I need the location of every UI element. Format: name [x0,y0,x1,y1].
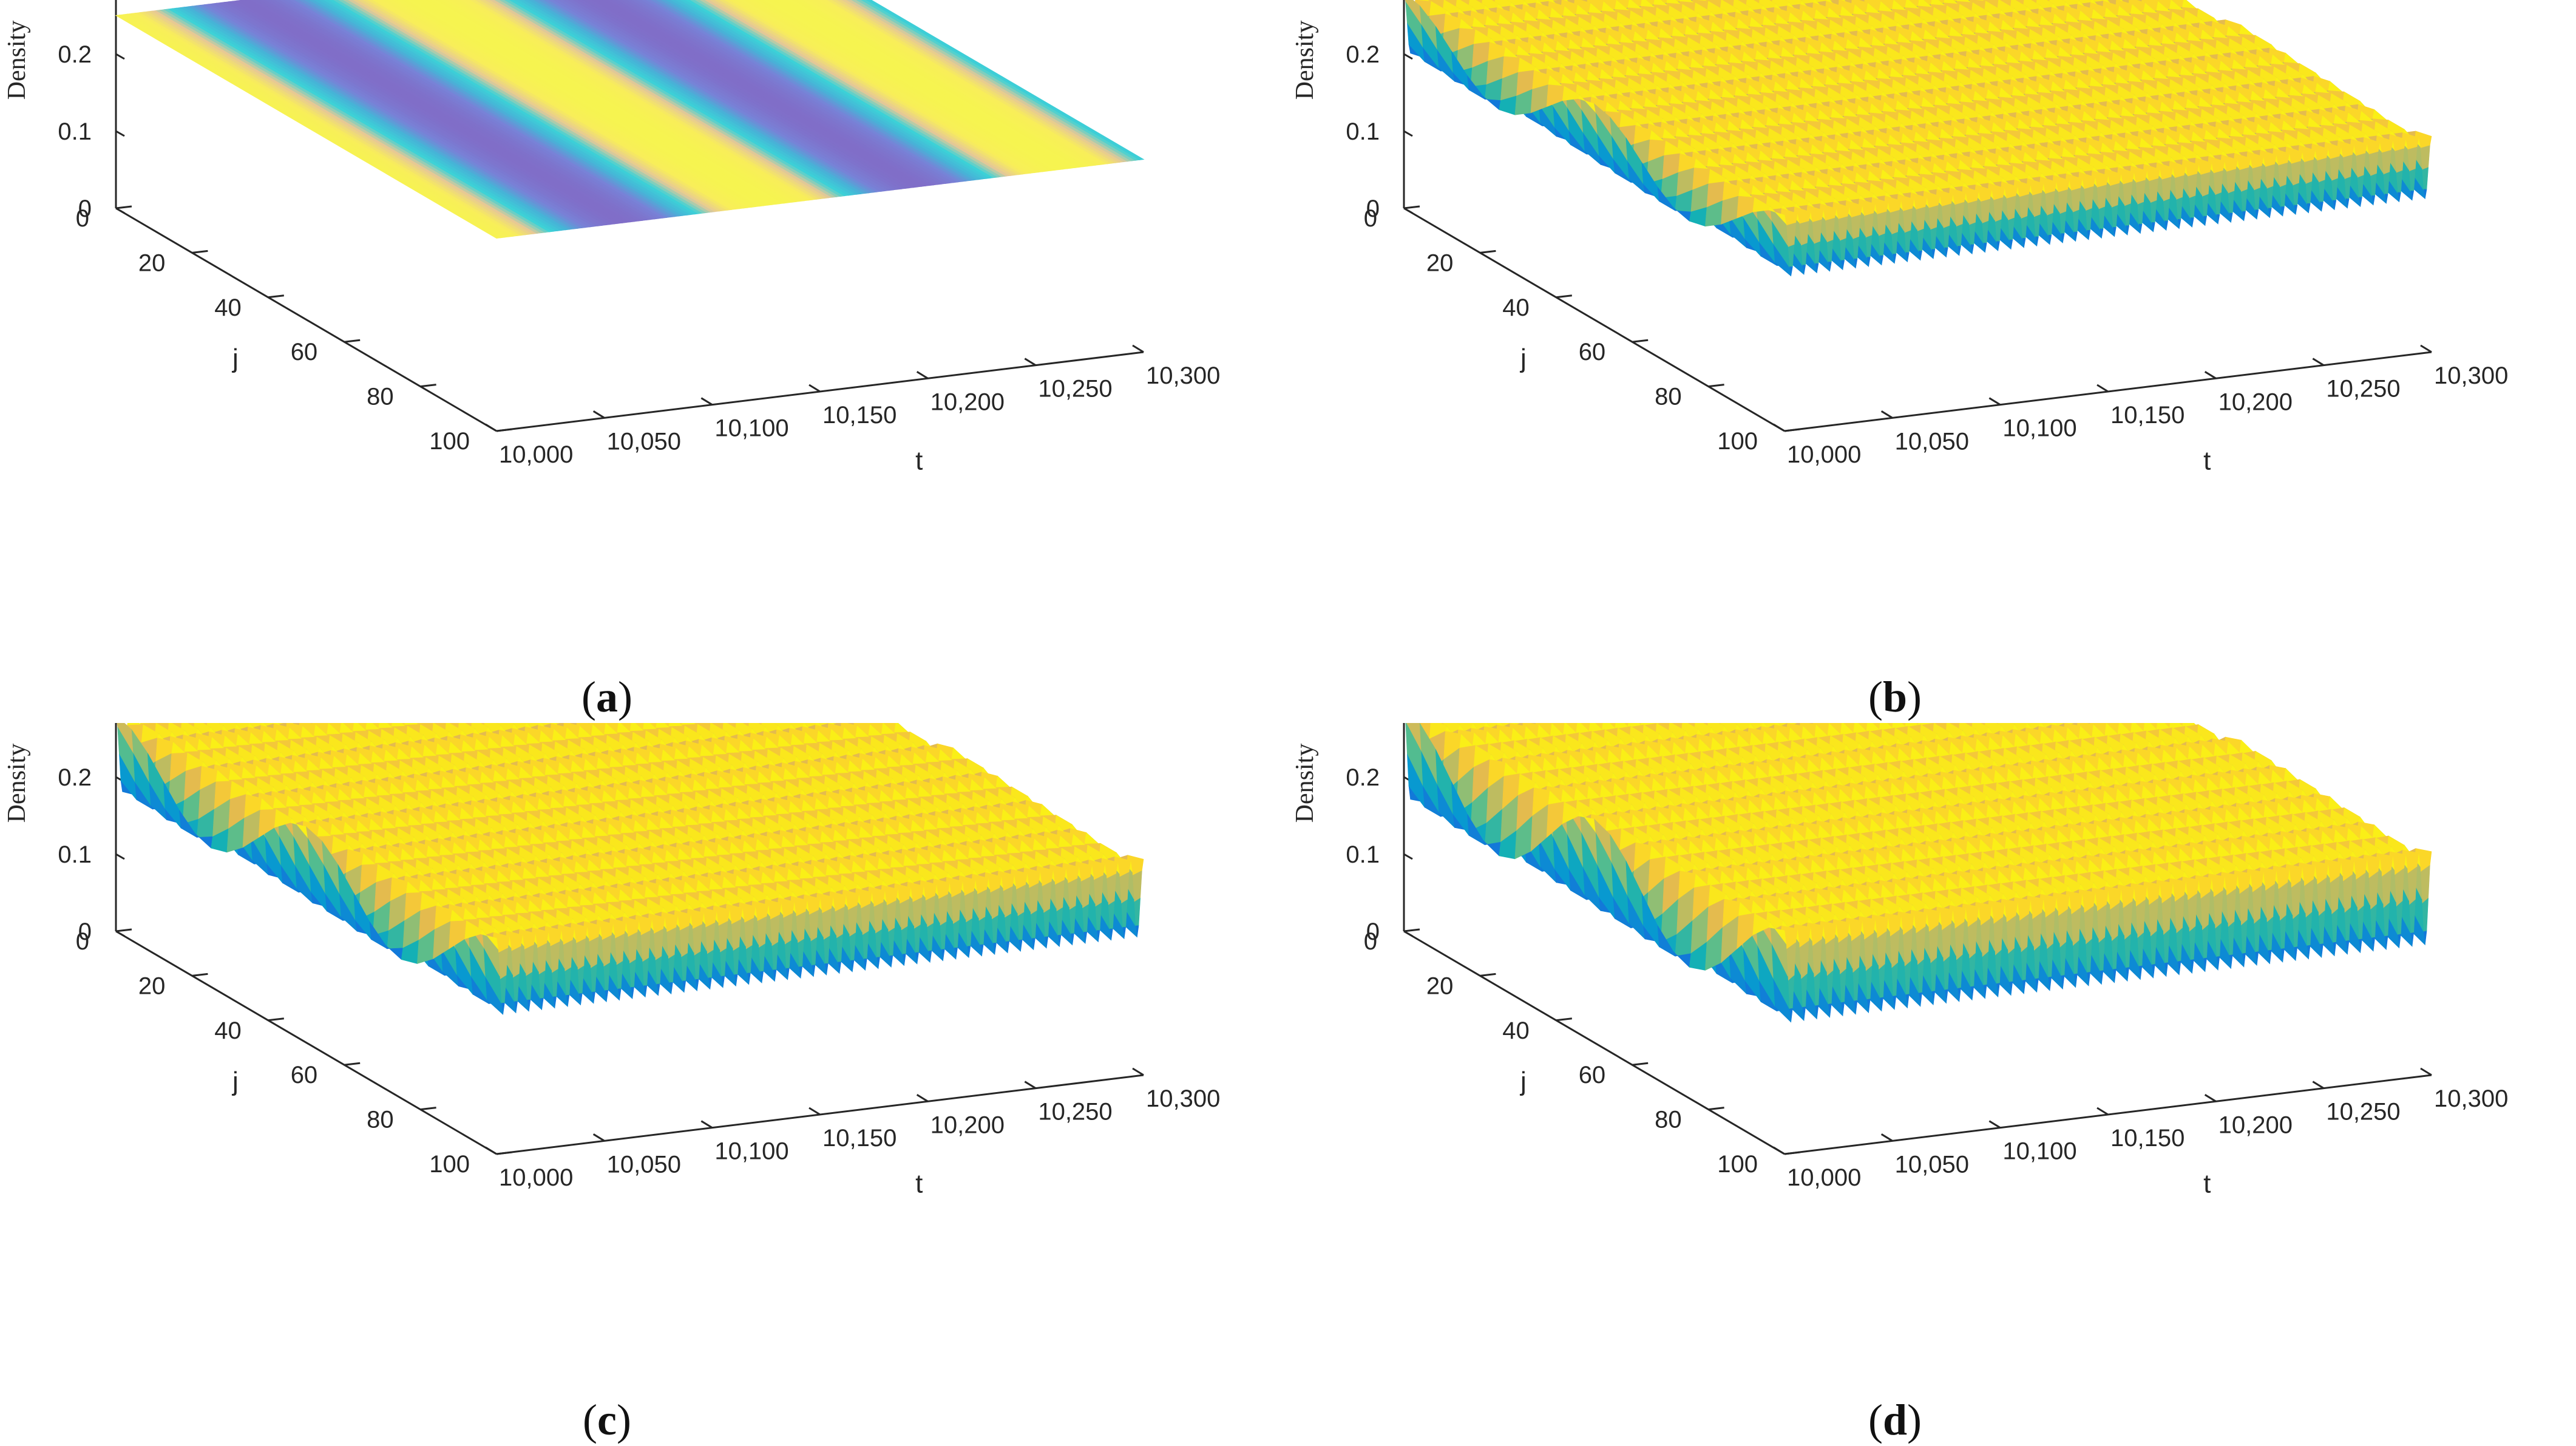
t-axis-label: t [2203,446,2211,476]
t-tick-mark [2312,358,2325,366]
z-tick-mark [115,53,125,60]
t-tick-mark [1773,423,1785,432]
j-tick-mark [192,249,208,254]
t-tick-label: 10,100 [2002,415,2076,442]
t-tick-mark [1132,344,1144,353]
z-tick-mark [115,207,125,214]
t-tick-mark [2204,371,2217,379]
j-tick-mark [1632,339,1649,343]
t-tick-mark [1880,410,1893,419]
t-tick-label: 10,200 [2218,389,2293,415]
j-tick-mark [1556,294,1572,299]
t-tick-label: 10,100 [714,415,788,442]
j-axis-label: j [1519,344,1527,373]
panel-caption: (a) [581,673,632,721]
t-tick-label: 10,250 [1038,376,1112,402]
t-tick-label: 10,300 [2434,362,2508,389]
z-tick-label: 0.1 [58,118,92,145]
z-tick-label: 0 [78,195,92,222]
j-tick-label: 20 [138,249,166,276]
t-axis-label: t [915,446,923,476]
j-tick-label: 40 [214,294,242,321]
t-tick-label: 10,200 [930,389,1005,415]
j-tick-mark [1403,205,1420,209]
surface-chart-svg-a: f=1, k=0.0500.10.20.30.4Density020406080… [3,0,1220,721]
j-tick-label: 100 [429,428,470,455]
t-tick-label: 10,150 [2110,402,2185,429]
z-tick-label: 0.2 [1346,41,1380,68]
j-tick-mark [1480,249,1496,254]
t-tick-mark [1988,397,2001,406]
z-tick-mark [1403,130,1413,137]
panel-caption-letter: a [596,673,618,721]
chart-panel-a: f=1, k=0.0500.10.20.30.4Density020406080… [0,0,1288,723]
t-tick-mark [916,371,929,379]
j-tick-label: 40 [1502,294,1530,321]
j-tick-label: 0 [76,205,89,232]
surface-chart-svg-b: f=2, k=0.0500.10.20.30.4Density020406080… [1291,0,2508,721]
j-tick-label: 60 [291,339,318,365]
j-axis-line [115,207,497,432]
j-tick-label: 20 [1426,249,1454,276]
density-surface [115,0,1145,239]
z-tick-label: 0.2 [58,41,92,68]
j-tick-mark [1784,428,1801,432]
t-tick-label: 10,300 [1146,362,1220,389]
j-axis-label: j [231,344,239,373]
z-axis-label: Density [3,21,31,100]
j-tick-mark [268,294,284,299]
t-tick-mark [808,384,821,393]
t-tick-mark [700,397,713,406]
j-tick-label: 60 [1579,339,1606,365]
t-tick-mark [2096,384,2109,393]
chart-panel-b: f=2, k=0.0500.10.20.30.4Density020406080… [1288,0,2576,723]
j-tick-label: 100 [1717,428,1758,455]
z-axis-label: Density [1291,21,1319,100]
j-tick-mark [344,339,361,343]
z-tick-label: 0 [1366,195,1380,222]
j-tick-label: 80 [1655,384,1682,410]
t-tick-label: 10,050 [1895,428,1969,455]
j-tick-mark [115,205,132,209]
density-surface [1405,0,2432,277]
j-tick-label: 80 [367,384,394,410]
z-tick-mark [1403,207,1413,214]
t-tick-label: 10,000 [499,441,573,468]
j-axis-line [1403,207,1785,432]
t-tick-label: 10,050 [607,428,681,455]
t-tick-mark [592,410,605,419]
z-tick-mark [115,130,125,137]
t-tick-label: 10,150 [822,402,897,429]
t-tick-label: 10,250 [2326,376,2400,402]
t-tick-mark [2420,344,2432,353]
j-tick-mark [420,384,436,388]
t-tick-label: 10,000 [1787,441,1861,468]
z-tick-label: 0.1 [1346,118,1380,145]
z-tick-mark [1403,53,1413,60]
surface-strip [866,0,1145,160]
j-tick-label: 0 [1364,205,1377,232]
j-tick-mark [1708,384,1724,388]
t-tick-mark [1024,358,1037,366]
t-tick-mark [485,423,497,432]
j-tick-mark [496,428,513,432]
